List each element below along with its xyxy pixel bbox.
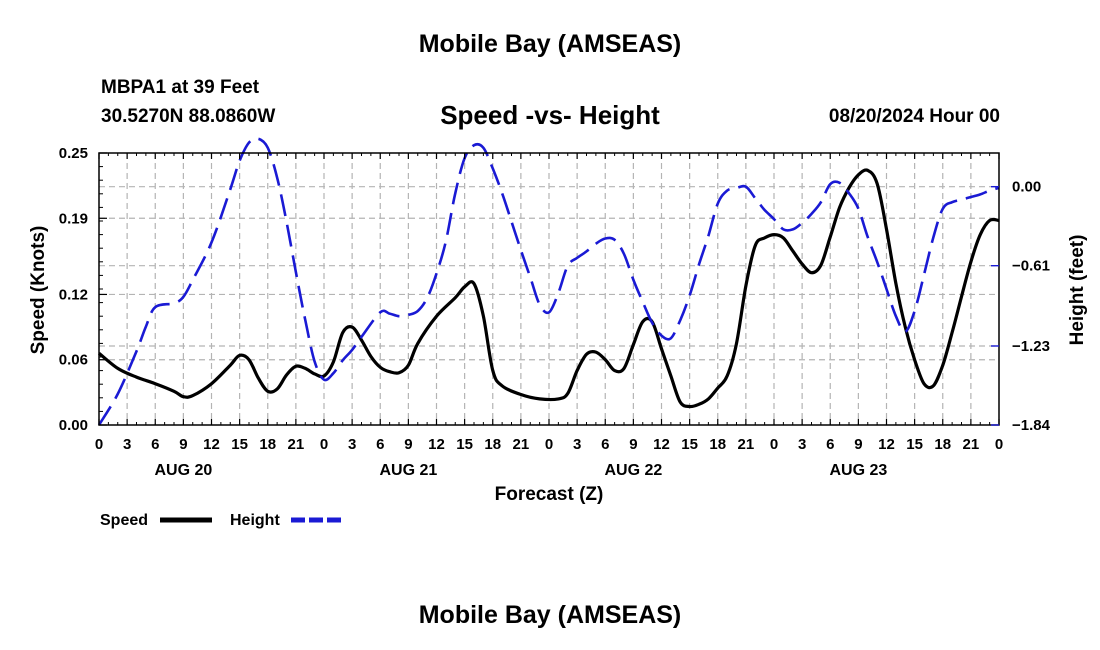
x-tick-label: 0 <box>545 436 553 453</box>
x-tick-label: 3 <box>798 436 806 453</box>
x-tick-label: 0 <box>320 436 328 453</box>
series-layer <box>97 137 1000 426</box>
x-tick-label: 9 <box>179 436 187 453</box>
page-title: Mobile Bay (AMSEAS) <box>418 30 682 58</box>
y-right-tick-label: −0.61 <box>1012 258 1050 275</box>
x-day-label: AUG 20 <box>154 462 212 479</box>
x-day-label: AUG 23 <box>829 462 887 479</box>
x-tick-label: 18 <box>259 436 276 453</box>
legend-speed-label: Speed <box>100 512 148 529</box>
x-day-label: AUG 21 <box>379 462 437 479</box>
x-tick-label: 12 <box>428 436 445 453</box>
x-tick-label: 21 <box>738 436 755 453</box>
x-tick-label: 0 <box>995 436 1003 453</box>
footer-title: Mobile Bay (AMSEAS) <box>418 601 682 629</box>
x-tick-label: 15 <box>456 436 473 453</box>
legend-height-label: Height <box>230 512 280 529</box>
y-left-tick-label: 0.12 <box>59 286 88 303</box>
axis-layer: 0 3 6 9 12 15 18 21 0 3 6 9 12 15 18 21 0 3 6 9 12 15 18 21 0 3 6 9… <box>59 145 1051 479</box>
y-left-tick-label: 0.00 <box>59 417 88 434</box>
y-axis-right-label: Height (feet) <box>1067 235 1088 346</box>
y-axis-left-label: Speed (Knots) <box>28 226 49 355</box>
x-tick-label: 15 <box>906 436 923 453</box>
y-left-tick-label: 0.19 <box>59 210 88 227</box>
y-left-tick-label: 0.25 <box>59 145 88 162</box>
x-tick-label: 12 <box>653 436 670 453</box>
x-tick-label: 21 <box>288 436 305 453</box>
x-tick-label: 9 <box>404 436 412 453</box>
x-tick-label: 9 <box>629 436 637 453</box>
speed-series-line <box>97 168 1000 409</box>
x-tick-label: 0 <box>95 436 103 453</box>
x-tick-label: 6 <box>601 436 609 453</box>
y-left-tick-label: 0.06 <box>59 352 88 369</box>
x-tick-label: 3 <box>123 436 131 453</box>
x-tick-label: 6 <box>376 436 384 453</box>
x-tick-label: 12 <box>203 436 220 453</box>
legend: Speed Height <box>100 512 343 529</box>
y-right-tick-label: −1.23 <box>1012 338 1050 355</box>
grid-layer <box>99 153 999 425</box>
x-tick-label: 21 <box>963 436 980 453</box>
x-tick-label: 6 <box>826 436 834 453</box>
coordinates-label: 30.5270N 88.0860W <box>101 106 276 127</box>
height-series-line <box>97 137 1000 426</box>
x-tick-label: 3 <box>573 436 581 453</box>
x-tick-label: 0 <box>770 436 778 453</box>
x-tick-label: 18 <box>484 436 501 453</box>
x-axis-label: Forecast (Z) <box>495 484 604 505</box>
x-tick-label: 15 <box>681 436 698 453</box>
x-tick-label: 3 <box>348 436 356 453</box>
forecast-date-label: 08/20/2024 Hour 00 <box>828 106 1000 127</box>
y-right-tick-label: 0.00 <box>1012 179 1041 196</box>
x-tick-label: 6 <box>151 436 159 453</box>
x-tick-label: 18 <box>934 436 951 453</box>
y-right-tick-label: −1.84 <box>1012 417 1051 434</box>
x-day-label: AUG 22 <box>604 462 662 479</box>
x-tick-label: 15 <box>231 436 248 453</box>
chart-title: Speed -vs- Height <box>440 100 660 130</box>
x-tick-label: 21 <box>513 436 530 453</box>
x-tick-label: 18 <box>709 436 726 453</box>
station-label: MBPA1 at 39 Feet <box>101 77 260 98</box>
x-tick-label: 9 <box>854 436 862 453</box>
x-tick-label: 12 <box>878 436 895 453</box>
